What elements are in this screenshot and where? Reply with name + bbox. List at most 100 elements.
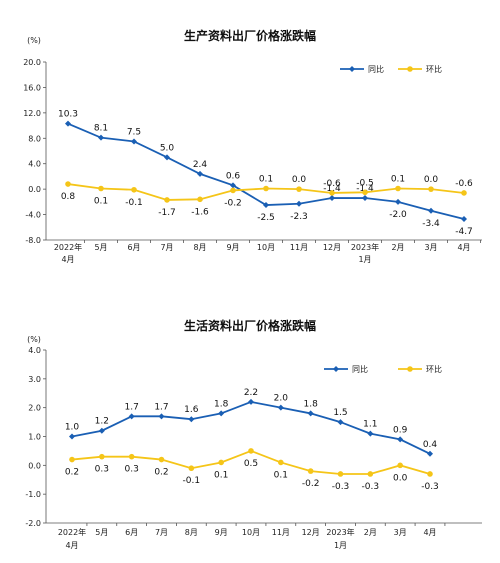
data-point: [397, 462, 403, 469]
x-tick-label: 10月: [242, 528, 260, 537]
legend-label: 同比: [352, 364, 368, 374]
data-point: [329, 190, 335, 196]
data-label: -0.2: [224, 198, 242, 208]
data-point: [428, 186, 434, 192]
x-tick-label: 5月: [95, 528, 108, 537]
y-tick-label: -4.0: [25, 211, 41, 220]
data-label: 2.0: [274, 394, 289, 404]
data-label: 1.8: [304, 399, 319, 409]
x-tick-label: 9月: [226, 243, 239, 252]
legend-label: 同比: [368, 64, 384, 74]
data-point: [367, 471, 374, 477]
data-point: [164, 154, 170, 161]
data-point: [461, 216, 467, 223]
data-label: -1.7: [158, 208, 176, 218]
data-label: 0.2: [154, 468, 168, 478]
data-point: [461, 190, 467, 196]
data-label: 0.0: [393, 473, 408, 483]
legend-marker: [349, 66, 355, 72]
y-tick-label: 4.0: [28, 160, 41, 169]
data-label: -0.2: [302, 479, 320, 489]
x-tick-label: 8月: [193, 243, 206, 252]
data-point: [296, 200, 302, 207]
data-point: [362, 195, 368, 202]
data-label: 0.2: [65, 468, 79, 478]
x-tick-label: 12月: [323, 243, 341, 252]
data-point: [99, 453, 105, 460]
data-label: 0.1: [94, 197, 108, 207]
data-point: [164, 197, 170, 203]
data-label: -2.0: [389, 210, 407, 220]
data-point: [128, 453, 135, 460]
data-point: [248, 448, 254, 454]
data-point: [263, 202, 269, 209]
x-tick-label: 3月: [424, 243, 437, 252]
data-point: [69, 433, 75, 440]
x-tick-label: 1月: [334, 541, 347, 550]
data-label: -0.6: [323, 179, 341, 189]
data-point: [131, 138, 137, 145]
x-tick-label: 2月: [391, 243, 404, 252]
data-label: -0.3: [421, 482, 439, 492]
data-point: [277, 404, 284, 411]
data-label: 8.1: [94, 124, 108, 134]
data-point: [329, 195, 335, 202]
data-point: [197, 170, 203, 177]
data-point: [397, 436, 404, 443]
data-label: 0.1: [391, 175, 405, 185]
data-point: [427, 450, 433, 457]
y-tick-label: 2.0: [28, 404, 41, 413]
data-label: 1.6: [184, 405, 199, 415]
data-label: 0.6: [226, 171, 241, 181]
y-tick-label: -1.0: [25, 490, 41, 499]
x-tick-label: 2023年: [326, 527, 354, 537]
data-label: 0.1: [214, 470, 228, 480]
data-label: -3.4: [422, 219, 440, 229]
x-tick-label: 6月: [125, 528, 138, 537]
data-label: 1.7: [154, 402, 168, 412]
data-point: [263, 185, 269, 192]
data-label: 1.7: [125, 402, 139, 412]
data-point: [69, 456, 75, 463]
chart-title: 生产资料出厂价格涨跌幅: [184, 28, 316, 43]
data-point: [98, 427, 105, 434]
x-tick-label: 7月: [160, 243, 173, 252]
data-point: [188, 416, 195, 423]
data-label: -0.3: [362, 482, 380, 492]
data-label: 5.0: [160, 143, 175, 153]
y-tick-label: 4.0: [28, 346, 41, 355]
data-point: [128, 413, 135, 420]
data-point: [98, 185, 104, 192]
data-label: 0.1: [274, 470, 288, 480]
data-point: [367, 430, 374, 437]
data-point: [218, 410, 225, 417]
data-label: -0.1: [125, 198, 143, 208]
x-tick-label: 2023年: [351, 242, 379, 252]
data-label: -1.6: [191, 207, 209, 217]
data-point: [248, 398, 254, 405]
x-tick-label: 4月: [423, 528, 436, 537]
data-label: 0.1: [259, 175, 273, 185]
data-label: 0.3: [125, 465, 139, 475]
chart-title: 生活资料出厂价格涨跌幅: [184, 318, 316, 333]
y-tick-label: -2.0: [25, 519, 41, 528]
x-tick-label: 11月: [290, 243, 308, 252]
y-tick-label: 0.0: [28, 185, 41, 194]
data-point: [65, 181, 71, 187]
data-label: 1.0: [65, 423, 80, 433]
data-point: [337, 471, 344, 477]
data-label: 0.8: [61, 192, 76, 202]
x-tick-label: 4月: [457, 243, 470, 252]
x-tick-label: 10月: [257, 243, 275, 252]
legend-label: 环比: [426, 364, 442, 374]
legend-marker: [407, 366, 413, 372]
data-label: 0.3: [95, 465, 109, 475]
x-tick-label: 4月: [61, 255, 74, 264]
data-point: [307, 410, 314, 417]
data-label: -1.4: [323, 184, 341, 194]
data-point: [427, 471, 433, 477]
data-point: [362, 189, 368, 196]
data-label: 0.0: [292, 175, 307, 185]
x-tick-label: 9月: [215, 528, 228, 537]
